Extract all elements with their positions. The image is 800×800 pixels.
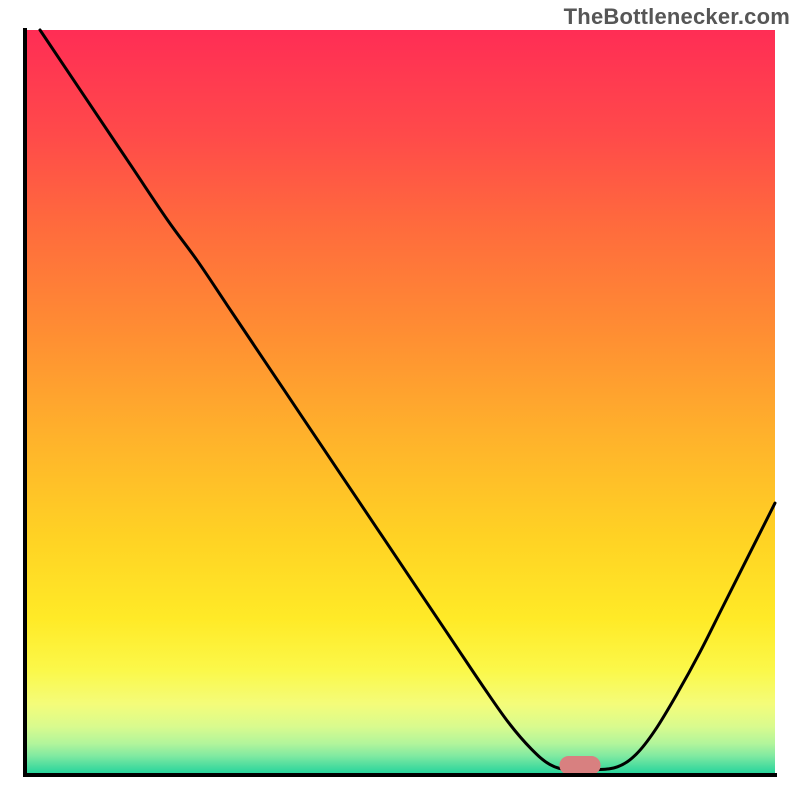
- watermark-text: TheBottlenecker.com: [564, 4, 790, 30]
- chart-background: [25, 30, 775, 775]
- optimal-marker: [559, 756, 600, 775]
